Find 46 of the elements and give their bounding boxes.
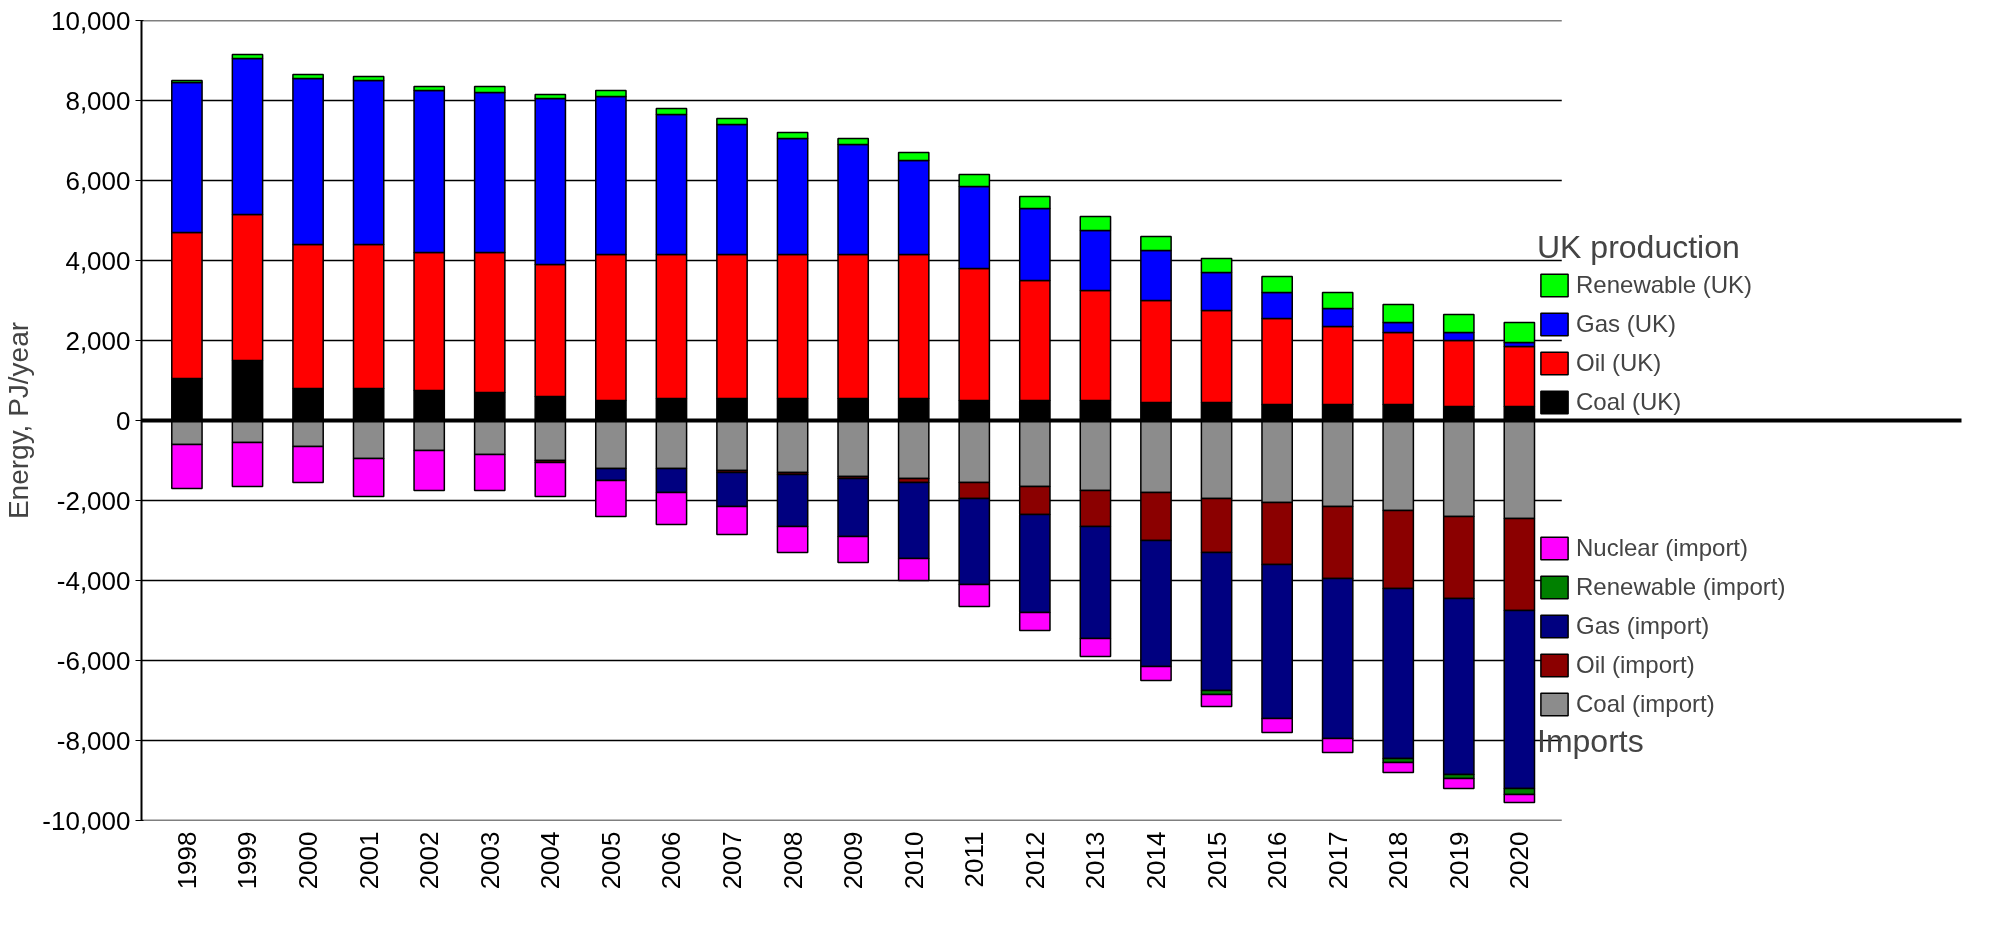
y-tick-label: 8,000 xyxy=(65,85,131,116)
legend-label: Nuclear (import) xyxy=(1576,534,1749,562)
y-tick-label: -8,000 xyxy=(56,725,131,756)
x-tick-label: 2008 xyxy=(777,831,808,890)
x-tick-label: 2004 xyxy=(535,831,566,890)
x-tick-label: 2015 xyxy=(1201,831,1232,890)
x-tick-label: 2010 xyxy=(898,831,929,890)
x-tick-label: 2016 xyxy=(1262,831,1293,890)
legend-label: Oil (import) xyxy=(1576,651,1695,679)
legend-label: Coal (import) xyxy=(1576,690,1715,718)
x-tick-label: 1998 xyxy=(171,831,202,890)
x-tick-label: 2012 xyxy=(1019,831,1050,890)
x-tick-label: 2007 xyxy=(717,831,748,890)
x-tick-label: 2002 xyxy=(414,831,445,890)
y-tick-label: -4,000 xyxy=(56,565,131,596)
y-tick-label: -2,000 xyxy=(56,485,131,516)
legend-label: Oil (UK) xyxy=(1576,349,1662,377)
x-tick-label: 2005 xyxy=(595,831,626,890)
y-axis-title: Energy, PJ/year xyxy=(3,321,35,520)
x-tick-label: 2013 xyxy=(1080,831,1111,890)
x-tick-label: 2006 xyxy=(656,831,687,890)
legend-label: Renewable (UK) xyxy=(1576,271,1753,299)
annotation: Imports xyxy=(1537,723,1645,760)
y-tick-label: 0 xyxy=(116,405,131,436)
y-tick-label: 10,000 xyxy=(50,5,131,36)
legend-label: Coal (UK) xyxy=(1576,388,1682,416)
x-tick-label: 2003 xyxy=(474,831,505,890)
x-tick-label: 2020 xyxy=(1504,831,1535,890)
legend-label: Renewable (import) xyxy=(1576,573,1786,601)
legend-label: Gas (import) xyxy=(1576,612,1710,640)
x-tick-label: 2011 xyxy=(959,831,990,888)
y-tick-label: 6,000 xyxy=(65,165,131,196)
x-tick-label: 2000 xyxy=(293,831,324,890)
x-tick-label: 2018 xyxy=(1383,831,1414,890)
y-tick-label: -10,000 xyxy=(42,805,131,836)
x-tick-label: 2017 xyxy=(1322,831,1353,890)
x-tick-label: 2019 xyxy=(1443,831,1474,890)
y-tick-label: 2,000 xyxy=(65,325,131,356)
x-tick-label: 1999 xyxy=(232,831,263,890)
legend-title: UK production xyxy=(1537,229,1741,266)
y-tick-label: -6,000 xyxy=(56,645,131,676)
x-tick-label: 2001 xyxy=(353,831,384,890)
legend-label: Gas (UK) xyxy=(1576,310,1677,338)
y-tick-label: 4,000 xyxy=(65,245,131,276)
x-tick-label: 2009 xyxy=(838,831,869,890)
x-tick-label: 2014 xyxy=(1140,831,1171,890)
